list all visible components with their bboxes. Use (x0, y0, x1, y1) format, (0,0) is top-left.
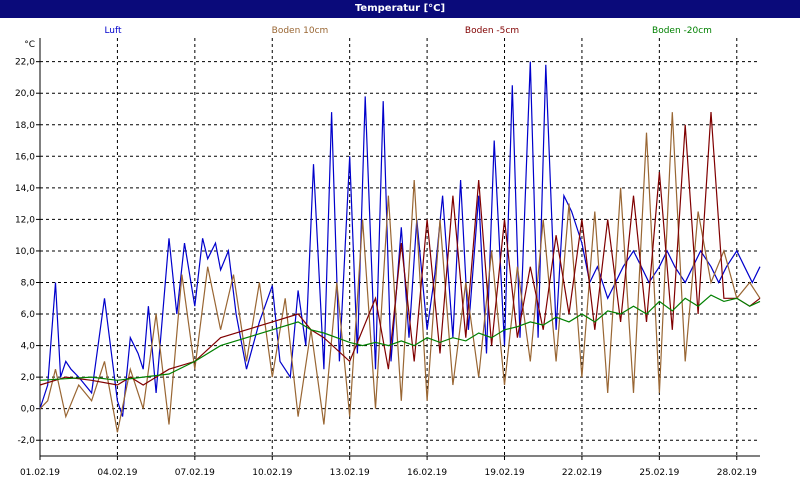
y-tick-label: 16,0 (15, 152, 35, 162)
legend-item-boden-10cm: Boden 10cm (272, 26, 329, 36)
y-tick-label: 0,0 (21, 405, 36, 415)
series-line-boden-20cm (39, 294, 761, 381)
legend: Luft Boden 10cm Boden -5cm Boden -20cm (104, 26, 712, 36)
x-tick-label: 19.02.19 (484, 468, 524, 478)
y-tick-label: -2,0 (17, 436, 35, 446)
y-tick-label: 20,0 (15, 89, 35, 99)
tick-labels: -2,0 0,0 2,0 4,0 6,0 8,0 10,0 12,0 14,0 16,0 18,0 2… (15, 40, 757, 478)
chart-title: Temperatur [°C] (0, 0, 800, 18)
series-line-boden-5cm (39, 112, 761, 386)
x-tick-label: 07.02.19 (175, 468, 215, 478)
y-tick-label: 2,0 (21, 373, 36, 383)
axes (36, 38, 760, 460)
legend-item-luft: Luft (104, 26, 122, 36)
y-tick-label: 14,0 (15, 184, 35, 194)
temperature-chart: -2,0 0,0 2,0 4,0 6,0 8,0 10,0 12,0 14,0 16,0 18,0 2… (15, 26, 761, 478)
x-tick-label: 10.02.19 (252, 468, 292, 478)
y-tick-label: 4,0 (21, 342, 36, 352)
x-tick-label: 28.02.19 (717, 468, 757, 478)
y-axis-unit-label: °C (24, 40, 35, 50)
x-tick-label: 04.02.19 (97, 468, 137, 478)
series-lines (39, 61, 761, 433)
y-tick-label: 6,0 (21, 310, 36, 320)
x-tick-label: 25.02.19 (639, 468, 679, 478)
y-tick-label: 22,0 (15, 58, 35, 68)
y-tick-label: 12,0 (15, 215, 35, 225)
x-tick-label: 16.02.19 (407, 468, 447, 478)
y-tick-label: 18,0 (15, 121, 35, 131)
x-tick-label: 13.02.19 (330, 468, 370, 478)
series-line-boden-10cm (39, 112, 761, 433)
y-tick-label: 10,0 (15, 247, 35, 257)
x-tick-label: 22.02.19 (562, 468, 602, 478)
grid (39, 38, 760, 456)
legend-item-boden-20cm: Boden -20cm (652, 26, 712, 36)
legend-item-boden-5cm: Boden -5cm (465, 26, 519, 36)
y-tick-label: 8,0 (21, 278, 36, 288)
x-tick-label: 01.02.19 (20, 468, 60, 478)
